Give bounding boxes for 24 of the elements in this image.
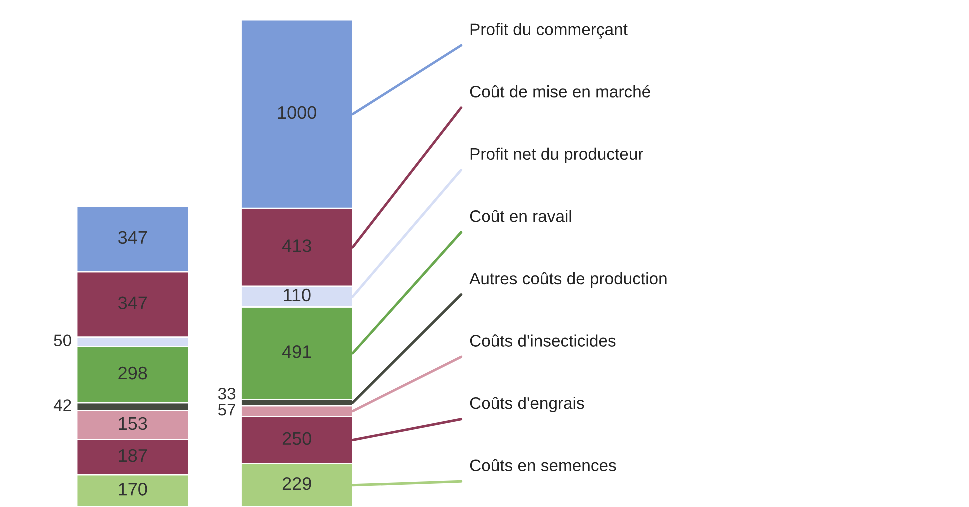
text: Autres coûts de production <box>470 272 667 288</box>
text: Coûts en semences <box>470 459 616 472</box>
data-label: 153 <box>119 417 148 430</box>
data-label: 347 <box>118 296 148 310</box>
data-label: 491 <box>282 346 312 358</box>
data-label: 57 <box>218 404 236 416</box>
data-label: 187 <box>119 449 148 462</box>
text: Coût de mise en marché <box>470 85 650 98</box>
text: Coûts d'insecticides <box>470 334 616 347</box>
data-label: 110 <box>284 288 311 302</box>
text: Profit du commerçant <box>470 23 628 39</box>
data-label: 413 <box>282 240 312 252</box>
data-label: 298 <box>118 366 148 380</box>
data-label: 347 <box>118 231 148 244</box>
text: Profit net du producteur <box>470 148 644 164</box>
data-label: 50 <box>54 334 72 347</box>
data-label: 1000 <box>278 106 316 120</box>
data-label: 33 <box>218 388 236 400</box>
data-label: 170 <box>119 483 148 496</box>
data-label: 42 <box>54 400 72 412</box>
data-label: 229 <box>282 477 312 490</box>
data-label: 250 <box>282 432 312 446</box>
text: Coûts d'engrais <box>470 396 584 413</box>
text: Coût en ravail <box>470 210 572 222</box>
